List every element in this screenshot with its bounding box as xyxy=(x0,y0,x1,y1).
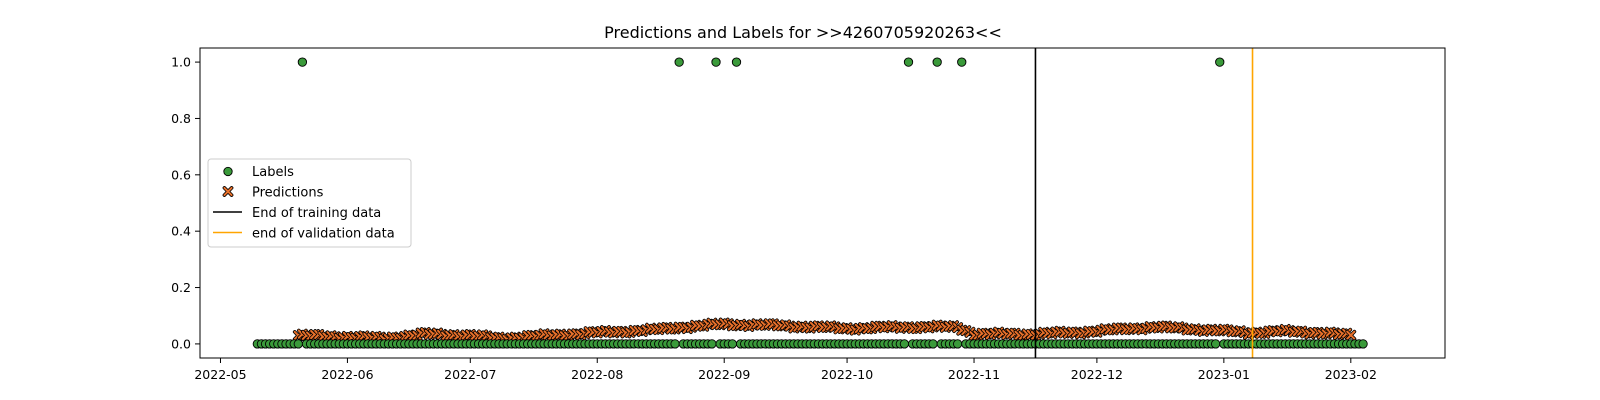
legend-item-predictions: Predictions xyxy=(222,186,324,201)
label-point xyxy=(1358,339,1368,349)
label-point xyxy=(707,339,717,349)
reference-lines xyxy=(1034,48,1254,358)
y-tick-label: 0.8 xyxy=(171,111,191,126)
x-tick-label: 2022-12 xyxy=(1071,367,1123,382)
legend-validation-text: end of validation data xyxy=(252,227,395,242)
legend-item-labels: Labels xyxy=(223,165,294,180)
x-tick-label: 2023-02 xyxy=(1325,367,1377,382)
label-point-positive xyxy=(297,57,308,67)
x-tick-label: 2022-06 xyxy=(321,367,373,382)
x-tick-label: 2022-07 xyxy=(444,367,496,382)
x-tick-label: 2022-11 xyxy=(948,367,1000,382)
label-point-positive xyxy=(932,57,942,67)
legend-predictions-marker xyxy=(222,186,234,197)
label-point xyxy=(899,339,910,349)
legend-training-text: End of training data xyxy=(252,206,381,221)
legend: Labels Predictions End of training data … xyxy=(207,158,412,248)
plot-frame xyxy=(199,47,1446,359)
legend-labels-marker xyxy=(223,166,233,177)
y-axis: 0.0 0.2 0.4 0.6 0.8 1.0 xyxy=(171,55,200,351)
y-tick-label: 1.0 xyxy=(171,55,191,70)
legend-predictions-text: Predictions xyxy=(252,186,324,201)
x-tick-label: 2022-09 xyxy=(698,367,750,382)
x-tick-label: 2022-05 xyxy=(194,367,246,382)
legend-box xyxy=(207,158,412,248)
plot-area xyxy=(199,47,1446,359)
x-tick-label: 2022-10 xyxy=(821,367,873,382)
y-tick-label: 0.6 xyxy=(171,167,191,182)
prediction-point xyxy=(1345,329,1357,341)
data-points xyxy=(252,57,1368,349)
legend-item-validation: end of validation data xyxy=(213,227,395,242)
label-point xyxy=(952,339,963,349)
legend-item-training: End of training data xyxy=(213,206,381,221)
x-tick-label: 2023-01 xyxy=(1198,367,1250,382)
label-point-positive xyxy=(903,57,914,67)
label-point xyxy=(1211,339,1221,349)
label-point-positive xyxy=(711,57,721,67)
label-point-positive xyxy=(674,57,684,67)
legend-predictions-x xyxy=(222,186,234,197)
y-tick-label: 0.2 xyxy=(171,280,191,295)
label-point xyxy=(727,339,738,349)
label-point xyxy=(293,339,303,349)
legend-labels-text: Labels xyxy=(252,165,294,180)
label-point-positive xyxy=(1215,57,1225,67)
label-point-positive xyxy=(731,57,742,67)
x-tick-label: 2022-08 xyxy=(571,367,623,382)
y-tick-label: 0.4 xyxy=(171,224,191,239)
label-point-positive xyxy=(957,57,967,67)
chart-title: Predictions and Labels for >>42607059202… xyxy=(604,23,1002,42)
label-point xyxy=(670,339,680,349)
y-tick-label: 0.0 xyxy=(171,336,191,351)
label-point xyxy=(928,339,938,349)
x-axis: 2022-05 2022-06 2022-07 2022-08 2022-09 2022-… xyxy=(194,358,1377,382)
